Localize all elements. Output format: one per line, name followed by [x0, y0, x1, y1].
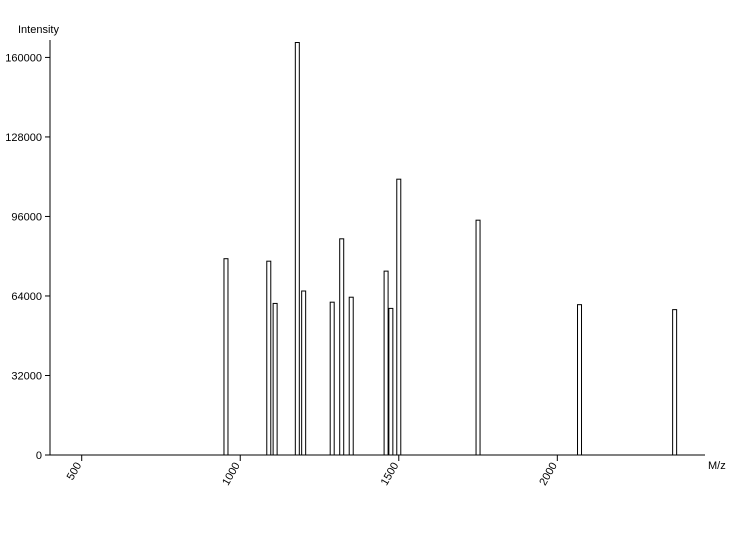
spectrum-peak: [273, 303, 277, 455]
y-tick-label: 128000: [5, 132, 42, 144]
y-tick-label: 64000: [11, 291, 42, 303]
spectrum-peak: [330, 302, 334, 455]
spectrum-peak: [267, 261, 271, 455]
spectrum-peak: [349, 297, 353, 455]
x-axis-label: M/z: [708, 460, 726, 472]
x-tick-label: 1000: [220, 461, 243, 488]
spectrum-peak: [389, 308, 393, 455]
y-tick-label: 96000: [11, 211, 42, 223]
spectrum-peak: [673, 310, 677, 455]
y-axis-label: Intensity: [18, 24, 59, 36]
spectrum-peak: [340, 239, 344, 455]
spectrum-peak: [295, 43, 299, 455]
spectrum-peak: [578, 305, 582, 455]
spectrum-peak: [302, 291, 306, 455]
spectrum-peak: [224, 259, 228, 455]
mass-spectrum-chart: 0 32000 64000 96000 128000 160000 500 1000 1500 2…: [0, 0, 750, 540]
x-tick-label: 1500: [379, 461, 402, 488]
spectrum-peak: [476, 220, 480, 455]
y-tick-label: 32000: [11, 370, 42, 382]
x-tick-label: 2000: [537, 461, 560, 488]
x-tick-label: 500: [65, 461, 85, 483]
chart-svg: 0 32000 64000 96000 128000 160000 500 1000 1500 2…: [0, 0, 750, 540]
y-tick-label: 0: [36, 450, 42, 462]
y-tick-label: 160000: [5, 52, 42, 64]
spectrum-peak: [384, 271, 388, 455]
spectrum-peak: [397, 179, 401, 455]
